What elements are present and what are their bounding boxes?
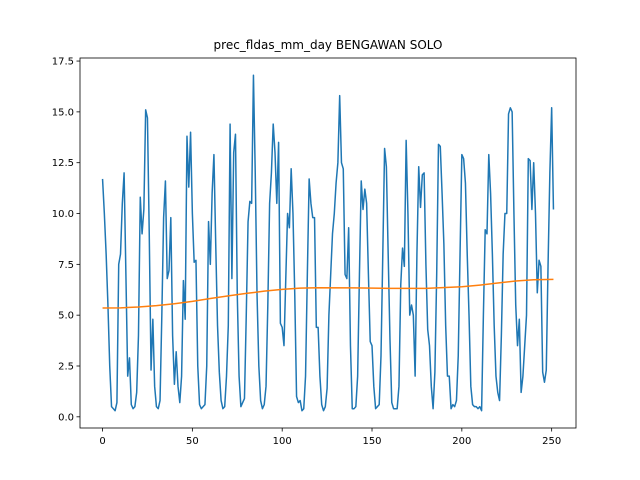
x-tick-label: 150	[362, 436, 381, 447]
plot-area	[101, 74, 555, 412]
x-tick-label: 50	[186, 436, 199, 447]
y-tick-label: 15.0	[52, 107, 74, 118]
x-tick-label: 250	[542, 436, 561, 447]
chart-title: prec_fldas_mm_day BENGAWAN SOLO	[214, 38, 443, 52]
series-line	[102, 278, 554, 309]
y-tick-label: 12.5	[52, 158, 74, 169]
y-tick-label: 5.0	[58, 311, 74, 322]
x-tick-label: 0	[99, 436, 105, 447]
axes-frame	[79, 57, 577, 429]
y-tick-label: 10.0	[52, 209, 74, 220]
y-tick-label: 2.5	[58, 361, 74, 372]
x-tick-label: 200	[452, 436, 471, 447]
y-tick-label: 0.0	[58, 412, 74, 423]
series-line	[101, 74, 555, 412]
y-tick-label: 17.5	[52, 57, 74, 68]
y-tick-label: 7.5	[58, 260, 74, 271]
x-tick-label: 100	[273, 436, 292, 447]
